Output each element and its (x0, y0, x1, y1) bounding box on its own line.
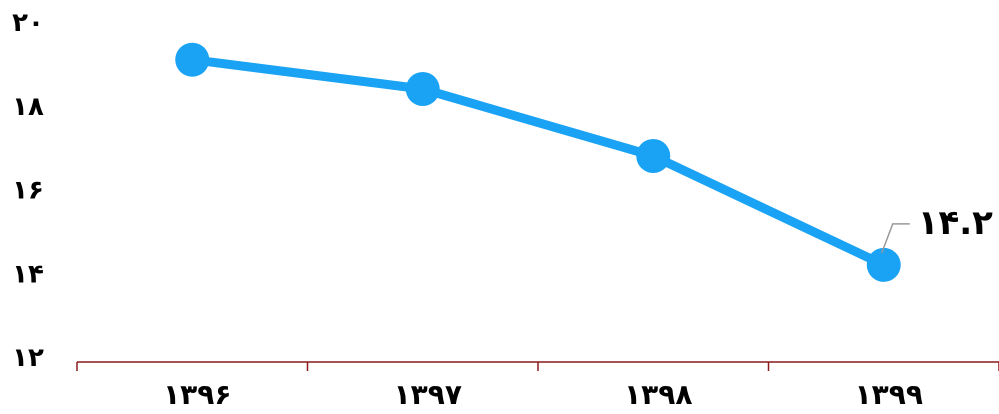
data-label: ۱۴.۲ (918, 203, 993, 243)
data-point-marker (405, 72, 440, 106)
x-tick-label: ۱۳۹۷ (394, 378, 462, 411)
data-label-leader-line (881, 223, 910, 254)
data-labels-group: ۱۴.۲ (881, 203, 993, 254)
data-point-marker (636, 139, 671, 173)
x-axis-tick-marks (76, 362, 999, 371)
x-tick-label: ۱۳۹۹ (855, 378, 923, 411)
x-tick-label: ۱۳۹۶ (163, 378, 231, 411)
x-axis-tick-labels: ۱۳۹۶ ۱۳۹۷ ۱۳۹۸ ۱۳۹۹ (163, 378, 923, 411)
x-tick-label: ۱۳۹۸ (624, 378, 692, 411)
y-tick-label: ۱۲ (12, 343, 44, 373)
y-tick-label: ۲۰ (12, 8, 44, 38)
data-point-marker (175, 42, 210, 77)
y-tick-label: ۱۸ (12, 92, 44, 122)
y-axis-tick-labels: ۱۲ ۱۴ ۱۶ ۱۸ ۲۰ (12, 8, 44, 373)
data-point-marker (866, 247, 901, 282)
series-group (175, 42, 901, 282)
series-line (187, 55, 889, 270)
y-tick-label: ۱۶ (12, 176, 44, 206)
y-tick-label: ۱۴ (12, 259, 44, 289)
